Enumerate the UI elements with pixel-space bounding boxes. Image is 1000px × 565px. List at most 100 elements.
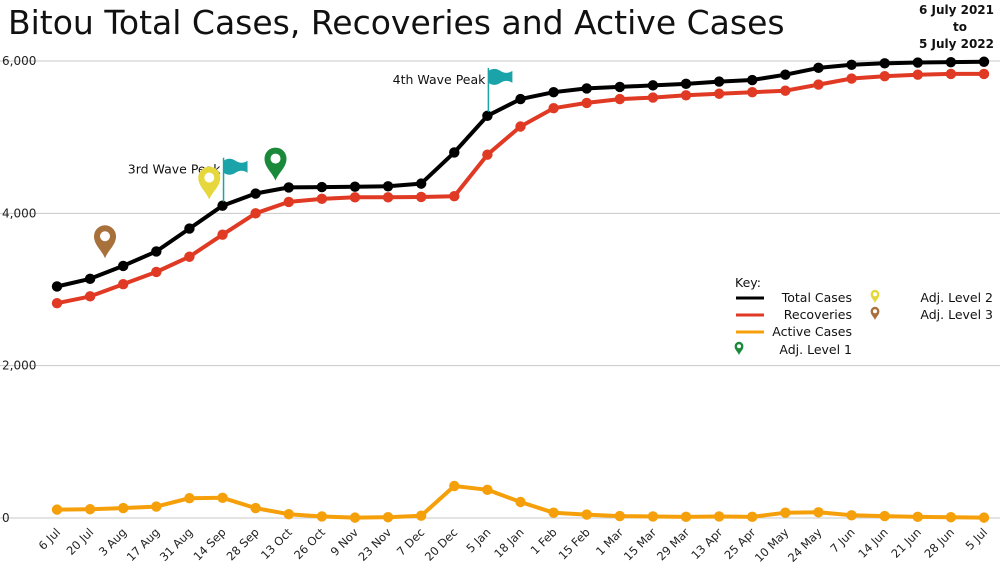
data-point-active-cases: [747, 511, 758, 523]
data-point-active-cases: [846, 510, 857, 521]
data-point-recoveries: [84, 291, 96, 302]
legend-label: Adj. Level 1: [779, 342, 852, 357]
data-point-recoveries: [118, 278, 129, 290]
data-point-recoveries: [945, 68, 957, 80]
data-point-total-cases: [482, 110, 493, 122]
map-pin-icon: [734, 341, 744, 355]
data-point-active-cases: [217, 492, 228, 504]
data-point-total-cases: [713, 76, 725, 87]
data-point-recoveries: [51, 298, 63, 309]
data-point-total-cases: [84, 273, 96, 285]
legend-label: Total Cases: [781, 290, 852, 305]
data-point-total-cases: [680, 78, 692, 90]
data-point-active-cases: [879, 510, 890, 522]
data-point-total-cases: [316, 181, 328, 193]
data-point-recoveries: [449, 190, 460, 202]
x-tick-label: 5 Jan: [463, 525, 493, 555]
data-point-recoveries: [382, 192, 394, 203]
data-point-total-cases: [283, 182, 294, 193]
data-point-total-cases: [415, 178, 427, 189]
data-point-recoveries: [151, 266, 162, 278]
data-point-total-cases: [945, 56, 957, 68]
y-tick-label: 2,000: [2, 359, 36, 373]
data-point-active-cases: [118, 502, 129, 514]
data-point-active-cases: [349, 512, 361, 523]
data-point-total-cases: [515, 93, 526, 105]
data-point-total-cases: [614, 81, 626, 93]
annotations: 3rd Wave Peak 4th Wave Peak: [128, 67, 513, 202]
legend-item-adj-level-1: Adj. Level 1: [734, 341, 852, 357]
data-point-active-cases: [912, 511, 923, 523]
data-point-total-cases: [349, 181, 361, 192]
data-point-active-cases: [482, 484, 493, 496]
data-point-total-cases: [846, 59, 857, 71]
data-point-active-cases: [151, 501, 162, 512]
markers: [94, 147, 287, 259]
data-point-active-cases: [382, 512, 394, 523]
data-point-total-cases: [813, 62, 824, 74]
date-range-to: 5 July 2022: [919, 37, 994, 51]
data-point-total-cases: [780, 69, 791, 80]
annotation-label: 4th Wave Peak: [393, 72, 486, 87]
x-tick-label: 21 Jun: [888, 525, 924, 561]
data-point-total-cases: [151, 246, 162, 257]
x-tick-label: 28 Jun: [921, 525, 957, 561]
data-point-recoveries: [747, 87, 758, 98]
data-point-recoveries: [581, 97, 592, 109]
data-point-recoveries: [548, 103, 559, 114]
legend-item-active-cases: Active Cases: [736, 324, 852, 339]
data-point-active-cases: [713, 511, 725, 522]
data-point-active-cases: [680, 511, 692, 523]
legend-item-total-cases: Total Cases: [736, 290, 852, 305]
data-point-recoveries: [713, 88, 725, 99]
legend-item-adj-level-3: Adj. Level 3: [870, 306, 993, 322]
y-tick-label: 4,000: [2, 206, 36, 220]
data-point-recoveries: [912, 69, 923, 80]
data-point-active-cases: [581, 509, 592, 520]
data-point-total-cases: [912, 57, 923, 68]
x-tick-label: 15 Mar: [621, 525, 659, 563]
series-layer: [51, 56, 990, 523]
x-tick-label: 24 May: [785, 525, 825, 565]
data-point-total-cases: [879, 58, 890, 69]
x-tick-label: 17 Aug: [124, 525, 163, 564]
annotation-wave-peak: 4th Wave Peak: [393, 67, 513, 112]
y-axis: 6,000 4,000 2,000 0: [2, 54, 36, 525]
x-tick-label: 13 Apr: [688, 525, 725, 562]
data-point-total-cases: [217, 200, 228, 211]
flag-icon: [223, 158, 248, 175]
map-pin-icon: [94, 225, 117, 259]
data-point-active-cases: [548, 507, 559, 518]
data-point-recoveries: [813, 79, 824, 90]
data-point-active-cases: [415, 510, 427, 521]
series-total-cases: [51, 56, 990, 292]
data-point-recoveries: [879, 71, 890, 82]
series-line-recoveries: [56, 71, 984, 306]
x-tick-label: 26 Oct: [291, 525, 328, 562]
data-point-recoveries: [846, 73, 857, 84]
series-recoveries: [51, 68, 990, 309]
data-point-total-cases: [51, 281, 63, 292]
x-tick-label: 18 Jan: [491, 525, 526, 560]
data-point-total-cases: [747, 74, 758, 86]
data-point-total-cases: [250, 188, 261, 199]
data-point-active-cases: [614, 510, 626, 522]
data-point-recoveries: [780, 85, 791, 96]
annotation-wave-peak: 3rd Wave Peak: [128, 157, 248, 202]
x-tick-label: 10 May: [752, 525, 792, 565]
data-point-recoveries: [647, 92, 659, 103]
map-pin-icon: [870, 306, 880, 320]
legend-item-adj-level-2: Adj. Level 2: [870, 289, 993, 305]
x-tick-label: 15 Feb: [556, 525, 593, 562]
x-tick-label: 20 Jul: [64, 525, 97, 558]
data-point-total-cases: [647, 80, 659, 91]
data-point-recoveries: [482, 149, 493, 160]
x-tick-label: 23 Nov: [355, 525, 394, 564]
date-range-from: 6 July 2021: [919, 3, 994, 17]
data-point-active-cases: [515, 496, 526, 508]
data-point-recoveries: [217, 229, 228, 240]
data-point-total-cases: [118, 260, 129, 272]
data-point-recoveries: [978, 68, 990, 80]
data-point-recoveries: [316, 193, 328, 205]
